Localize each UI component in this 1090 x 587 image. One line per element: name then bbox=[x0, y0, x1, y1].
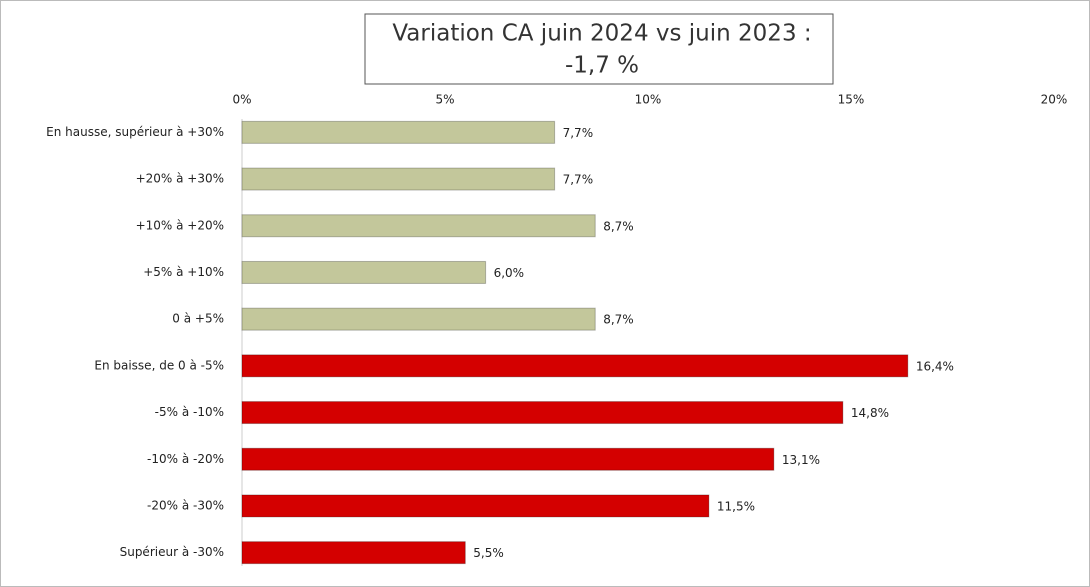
y-tick-label: En hausse, supérieur à +30% bbox=[46, 125, 224, 139]
y-tick-label: 0 à +5% bbox=[172, 312, 224, 326]
value-label: 16,4% bbox=[916, 359, 954, 373]
y-tick-label: +5% à +10% bbox=[143, 265, 224, 279]
bar bbox=[241, 541, 466, 565]
bar bbox=[241, 354, 909, 378]
bar bbox=[241, 120, 556, 144]
bar bbox=[241, 260, 487, 284]
x-tick-label: 10% bbox=[635, 93, 662, 107]
value-label: 8,7% bbox=[603, 219, 634, 233]
value-label: 13,1% bbox=[782, 453, 820, 467]
value-label: 6,0% bbox=[494, 266, 524, 280]
value-label: 14,8% bbox=[851, 406, 889, 420]
value-label: 7,7% bbox=[563, 173, 594, 187]
bar bbox=[241, 214, 596, 238]
bar bbox=[241, 307, 596, 331]
x-tick-label: 0% bbox=[232, 93, 251, 107]
y-tick-label: +10% à +20% bbox=[136, 218, 224, 232]
y-tick-label: En baisse, de 0 à -5% bbox=[94, 358, 224, 372]
value-label: 7,7% bbox=[563, 126, 594, 140]
y-tick-label: -10% à -20% bbox=[147, 452, 224, 466]
bar bbox=[241, 401, 844, 425]
value-label: 11,5% bbox=[717, 499, 755, 513]
chart-title: Variation CA juin 2024 vs juin 2023 : bbox=[392, 21, 811, 47]
y-tick-label: Supérieur à -30% bbox=[120, 545, 224, 559]
bar bbox=[241, 167, 556, 191]
title-box bbox=[364, 13, 834, 85]
chart-title: -1,7 % bbox=[565, 53, 639, 79]
y-tick-label: -5% à -10% bbox=[155, 405, 224, 419]
y-tick-label: -20% à -30% bbox=[147, 498, 224, 512]
value-label: 8,7% bbox=[603, 313, 634, 327]
x-tick-label: 20% bbox=[1041, 93, 1068, 107]
bar bbox=[241, 447, 775, 471]
bar bbox=[241, 494, 710, 518]
value-label: 5,5% bbox=[473, 546, 504, 560]
x-tick-label: 15% bbox=[838, 93, 865, 107]
x-tick-label: 5% bbox=[435, 93, 454, 107]
y-tick-label: +20% à +30% bbox=[136, 172, 224, 186]
